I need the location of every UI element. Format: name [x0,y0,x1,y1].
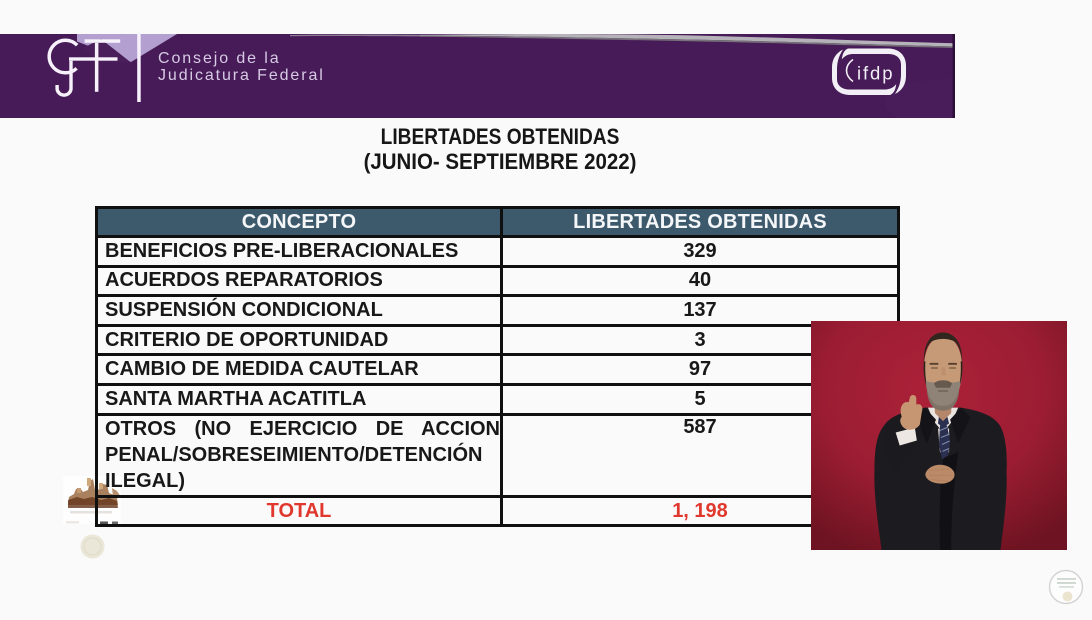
svg-text:ifdp: ifdp [857,63,894,84]
